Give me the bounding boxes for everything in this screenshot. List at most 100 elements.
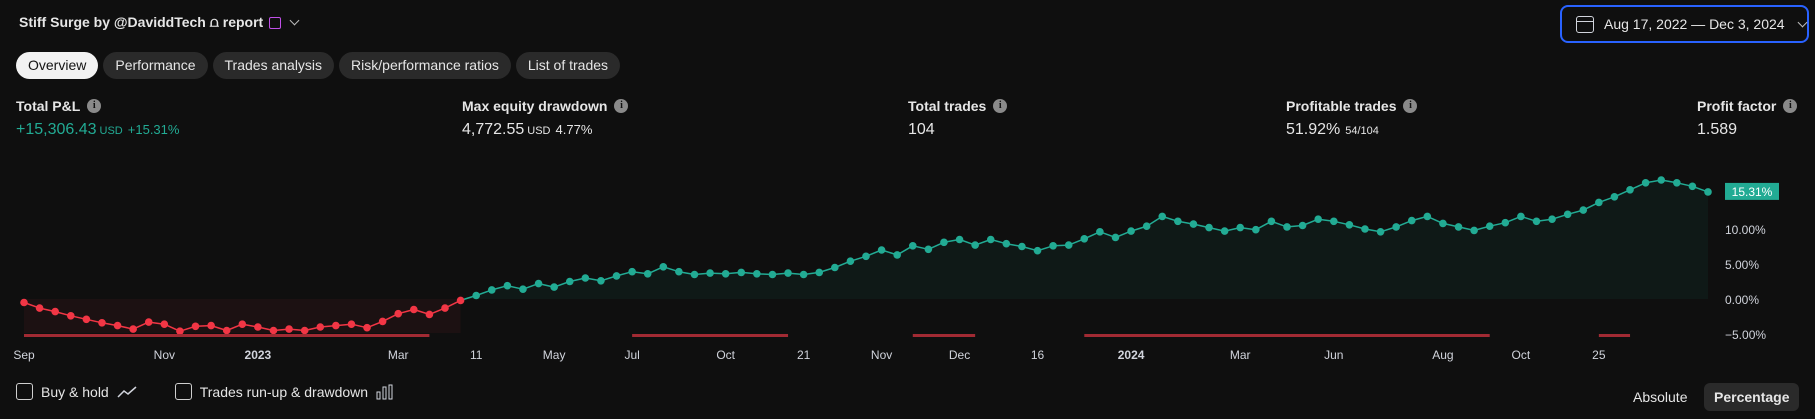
data-point xyxy=(1220,227,1229,235)
data-point xyxy=(456,296,465,305)
data-point xyxy=(1361,225,1369,233)
data-point xyxy=(222,326,231,335)
metric-profit-factor: Profit factor i 1.589 xyxy=(1697,98,1798,139)
data-point xyxy=(1158,212,1167,221)
data-point xyxy=(753,270,761,278)
x-tick-label: May xyxy=(543,348,566,362)
data-point xyxy=(581,274,590,282)
date-range-text: Aug 17, 2022 — Dec 3, 2024 xyxy=(1604,16,1785,32)
data-point xyxy=(363,323,371,332)
metric-value: +15,306.43 xyxy=(16,121,97,138)
report-title[interactable]: Stiff Surge by @DaviddTech ⩍ report xyxy=(19,14,300,31)
data-point xyxy=(1407,216,1416,225)
data-point xyxy=(877,246,886,254)
data-point xyxy=(659,263,668,271)
data-point xyxy=(1548,215,1556,223)
bar-chart-icon xyxy=(376,384,393,399)
calendar-icon xyxy=(1576,15,1594,33)
x-tick-label: 2023 xyxy=(245,348,272,362)
drawdown-bar xyxy=(1598,334,1631,337)
metric-label: Max equity drawdown xyxy=(462,98,608,114)
equity-chart[interactable]: 10.00% 5.00% 0.00% −5.00% 15.31% Sep Nov 2023 Ma… xyxy=(0,150,1815,365)
absolute-toggle[interactable]: Absolute xyxy=(1633,389,1688,405)
data-point xyxy=(1080,235,1089,243)
data-point xyxy=(1501,218,1510,227)
data-point xyxy=(1626,186,1634,194)
data-point xyxy=(285,325,293,333)
metric-label: Total trades xyxy=(908,98,987,114)
info-icon[interactable]: i xyxy=(1403,99,1418,113)
info-icon[interactable]: i xyxy=(614,99,629,113)
data-point xyxy=(1127,227,1135,235)
drawdown-bar xyxy=(1084,334,1490,337)
data-point xyxy=(1439,219,1447,228)
tab-performance[interactable]: Performance xyxy=(103,52,208,79)
data-point xyxy=(1376,228,1385,236)
data-point xyxy=(1252,225,1260,234)
info-icon[interactable]: i xyxy=(993,99,1008,113)
data-point xyxy=(347,320,356,328)
data-point xyxy=(51,307,59,316)
data-point xyxy=(862,252,870,261)
metric-percent: +15.31% xyxy=(127,122,180,137)
data-point xyxy=(176,327,184,335)
data-point xyxy=(300,326,309,335)
x-tick-label: 25 xyxy=(1592,348,1606,362)
data-point xyxy=(1610,193,1619,201)
runup-drawdown-checkbox[interactable] xyxy=(174,383,192,400)
x-tick-label: 21 xyxy=(797,348,811,362)
data-point xyxy=(425,310,434,319)
data-point xyxy=(207,321,215,330)
data-point xyxy=(1532,217,1541,226)
y-tick-label: 10.00% xyxy=(1725,223,1766,237)
data-point xyxy=(1049,242,1057,250)
tab-trades-analysis[interactable]: Trades analysis xyxy=(212,52,335,79)
info-icon[interactable]: i xyxy=(87,99,102,113)
data-point xyxy=(1641,179,1650,187)
data-point xyxy=(1033,246,1042,255)
runup-drawdown-label: Trades run-up & drawdown xyxy=(199,383,369,400)
data-point xyxy=(441,304,449,312)
data-point xyxy=(191,322,200,331)
x-tick-label: Oct xyxy=(716,348,735,362)
data-point xyxy=(160,320,169,328)
data-point xyxy=(908,242,917,250)
date-range-selector[interactable]: Aug 17, 2022 — Dec 3, 2024 xyxy=(1560,5,1809,43)
data-point xyxy=(940,238,948,247)
buy-hold-checkbox[interactable] xyxy=(16,383,33,400)
data-point xyxy=(1283,223,1291,231)
data-point xyxy=(129,325,137,333)
line-chart-icon xyxy=(117,385,137,398)
data-point xyxy=(1345,221,1354,229)
drawdown-bar xyxy=(632,334,789,337)
data-point xyxy=(410,305,418,314)
metric-label: Profitable trades xyxy=(1286,98,1397,114)
data-point xyxy=(1096,228,1104,236)
metric-unit: USD xyxy=(527,125,551,137)
metric-value: 104 xyxy=(908,121,935,138)
data-point xyxy=(955,235,964,244)
data-point xyxy=(1018,242,1026,251)
tab-list-of-trades[interactable]: List of trades xyxy=(515,52,621,79)
data-point xyxy=(332,321,340,330)
data-point xyxy=(706,269,714,277)
metric-total-pnl: Total P&L i +15,306.43 USD +15.31% xyxy=(16,98,179,139)
data-point xyxy=(831,263,839,272)
metric-label: Total P&L xyxy=(16,98,81,114)
chart-options: Buy & hold Trades run-up & drawdown xyxy=(16,383,394,400)
drawdown-bar xyxy=(24,334,430,337)
metric-value: 51.92% xyxy=(1286,121,1341,138)
tab-risk-performance-ratios[interactable]: Risk/performance ratios xyxy=(339,52,511,79)
tab-overview[interactable]: Overview xyxy=(16,52,99,79)
metric-percent: 4.77% xyxy=(555,122,593,137)
data-point xyxy=(1298,221,1307,230)
buy-hold-label: Buy & hold xyxy=(41,383,109,400)
percentage-toggle[interactable]: Percentage xyxy=(1704,383,1800,411)
x-tick-label: Nov xyxy=(154,348,175,362)
data-point xyxy=(503,281,512,290)
data-point xyxy=(815,268,824,277)
info-icon[interactable]: i xyxy=(1783,99,1798,113)
data-point xyxy=(550,283,558,291)
metric-value: 1.589 xyxy=(1697,121,1738,138)
data-point xyxy=(144,318,153,326)
